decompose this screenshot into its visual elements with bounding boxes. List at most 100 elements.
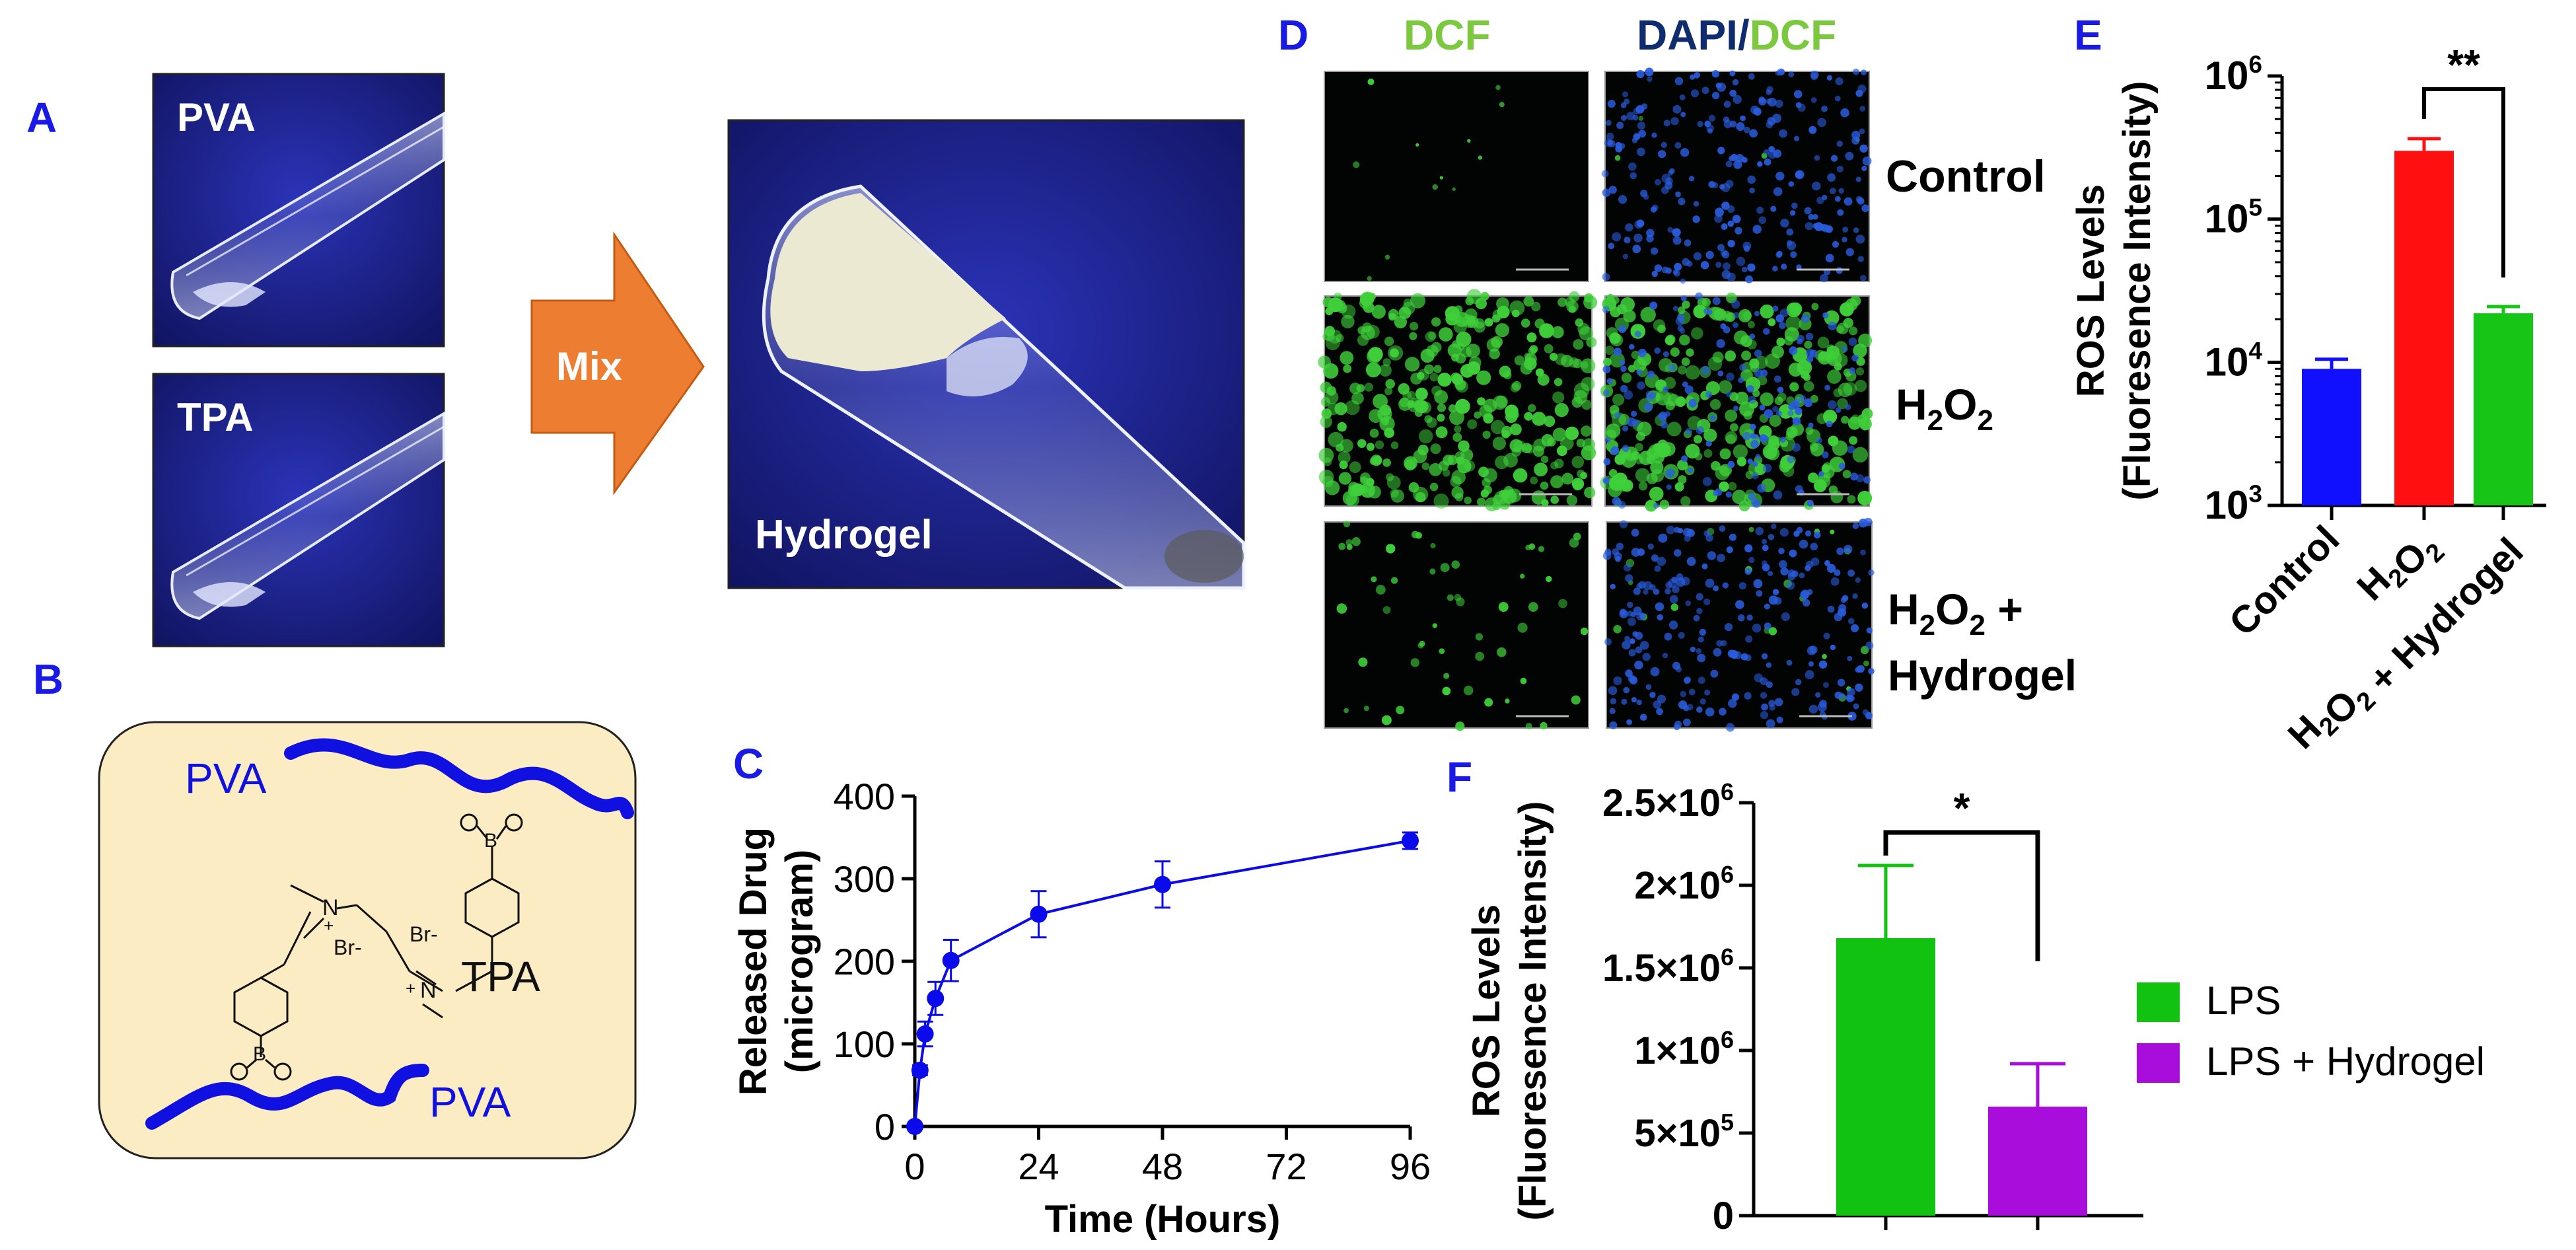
bar-h2o2-hydrogel — [2474, 313, 2533, 505]
micrograph-1 — [1324, 71, 1589, 282]
y-axis-title: Released Drug — [732, 827, 775, 1095]
y-tick-label: 0 — [1713, 1195, 1734, 1237]
cell-nuclei — [1602, 517, 1875, 732]
nitrogen-atom-right: N — [420, 978, 437, 1003]
y-tick-label: 300 — [834, 858, 895, 900]
y-axis-title-units: (microgram) — [778, 850, 821, 1073]
tpa-molecule — [230, 813, 523, 1081]
x-tick-label: 0 — [904, 1146, 925, 1187]
legend-label: LPS — [2206, 978, 2281, 1023]
cell-nuclei — [1353, 78, 1505, 281]
x-tick-label: 96 — [1390, 1146, 1431, 1187]
cell-nuclei — [1336, 521, 1589, 731]
micrograph-background — [1606, 521, 1873, 729]
y-tick-label: 106 — [2205, 51, 2262, 98]
ros-log-chart: 103 104 105 106 ROS Levels (Fluoresence Inten… — [2069, 41, 2546, 757]
y-tick-label: 105 — [2205, 194, 2262, 241]
y-tick-label: 200 — [834, 941, 895, 982]
bar-lps — [1836, 938, 1935, 1216]
micrograph-background — [1324, 521, 1589, 729]
x-tick-label: 72 — [1266, 1146, 1306, 1187]
panel-label-c: C — [733, 740, 764, 788]
data-point — [1154, 875, 1171, 893]
y-tick-label: 100 — [834, 1023, 895, 1065]
x-tick-label: 48 — [1142, 1146, 1183, 1187]
boron-atom-bottom: B — [253, 1043, 266, 1065]
legend-swatch — [2137, 1043, 2180, 1083]
micrograph-2 — [1601, 67, 1872, 284]
data-point — [906, 1118, 923, 1135]
data-point — [911, 1062, 929, 1079]
panel-label-e: E — [2074, 11, 2102, 59]
data-point — [916, 1025, 934, 1043]
hydrogel-photo-label: Hydrogel — [755, 512, 933, 558]
micrograph-grid — [1318, 67, 1875, 732]
y-axis-title: ROS Levels — [1465, 904, 1508, 1117]
ros-lps-chart: 0 5×105 1×106 1.5×106 2×106 2.5×106 ROS Levels… — [1465, 778, 2485, 1237]
data-point — [1402, 832, 1419, 850]
tpa-label: TPA — [461, 953, 540, 1000]
plus-charge-left: + — [324, 916, 334, 936]
data-point — [942, 951, 960, 969]
x-axis-title: Time (Hours) — [1045, 1198, 1281, 1241]
plus-charge-right: + — [406, 978, 415, 998]
y-tick-label: 2×106 — [1634, 861, 1734, 907]
micrograph-3 — [1318, 289, 1598, 511]
micrograph-5 — [1324, 521, 1589, 731]
row-label-control: Control — [1886, 151, 2046, 202]
y-axis-title: ROS Levels — [2069, 184, 2112, 397]
y-tick-label: 103 — [2205, 480, 2262, 527]
significance-marker: * — [1954, 784, 1970, 832]
row-label-h2o2-hydrogel: H2O2 + — [1888, 585, 2023, 642]
bar-h2o2 — [2394, 151, 2454, 505]
legend-swatch — [2137, 982, 2180, 1022]
mix-label: Mix — [556, 344, 622, 388]
cell-nuclei — [1318, 289, 1598, 511]
panel-label-d: D — [1278, 11, 1308, 59]
bromide-right: Br- — [410, 922, 438, 946]
panel-label-f: F — [1447, 753, 1472, 801]
boron-atom-top: B — [484, 830, 497, 852]
pva-label-top: PVA — [185, 754, 267, 802]
y-tick-label: 2.5×106 — [1602, 778, 1734, 825]
significance-marker: ** — [2447, 41, 2480, 89]
y-axis-title-units: (Fluoresence Intensity) — [1511, 801, 1554, 1221]
tpa-photo-label: TPA — [177, 395, 254, 439]
tpa-tube-photo: TPA — [152, 373, 445, 647]
y-tick-label: 104 — [2205, 337, 2263, 384]
pva-tube-photo: PVA — [152, 73, 445, 348]
dcf-column-header: DCF — [1404, 11, 1491, 59]
micrograph-4 — [1600, 292, 1873, 512]
x-tick-label: 24 — [1018, 1146, 1059, 1187]
significance-bracket — [1883, 830, 2040, 961]
y-tick-label: 5×105 — [1634, 1109, 1734, 1155]
panel-label-a: A — [26, 94, 57, 141]
row-label-h2o2: H2O2 — [1896, 380, 1993, 437]
y-tick-label: 400 — [834, 776, 895, 817]
mix-arrow: Mix — [530, 231, 705, 496]
data-point — [1030, 905, 1048, 923]
micrograph-6 — [1602, 517, 1875, 732]
cell-nuclei — [1601, 67, 1872, 284]
data-point — [927, 990, 945, 1008]
y-axis-title-units: (Fluoresence Intensity) — [2116, 81, 2159, 501]
pva-chain-bottom — [145, 1064, 429, 1130]
cell-nuclei — [1600, 292, 1873, 512]
y-tick-label: 0 — [875, 1106, 895, 1148]
pva-photo-label: PVA — [177, 95, 256, 139]
y-tick-label: 1×106 — [1634, 1026, 1734, 1072]
micrograph-background — [1324, 71, 1589, 282]
crosslink-schematic: PVA PVA TPA — [98, 721, 637, 1159]
x-tick-label: Control — [2221, 517, 2347, 644]
dapi-dcf-column-header: DAPI/DCF — [1637, 11, 1836, 59]
legend-label: LPS + Hydrogel — [2206, 1039, 2485, 1084]
nitrogen-atom-left: N — [322, 895, 339, 920]
hydrogel-tube-photo: Hydrogel — [727, 119, 1246, 590]
row-label-hydrogel-line: Hydrogel — [1888, 651, 2077, 700]
significance-bracket — [2422, 87, 2505, 277]
bar-lps-hydrogel — [1988, 1107, 2087, 1216]
pva-label-bottom: PVA — [429, 1078, 511, 1126]
release-chart: 0 100 200 300 400 0 24 48 72 96 Time (Hours) Releas… — [732, 776, 1431, 1241]
panel-label-b: B — [33, 655, 63, 703]
